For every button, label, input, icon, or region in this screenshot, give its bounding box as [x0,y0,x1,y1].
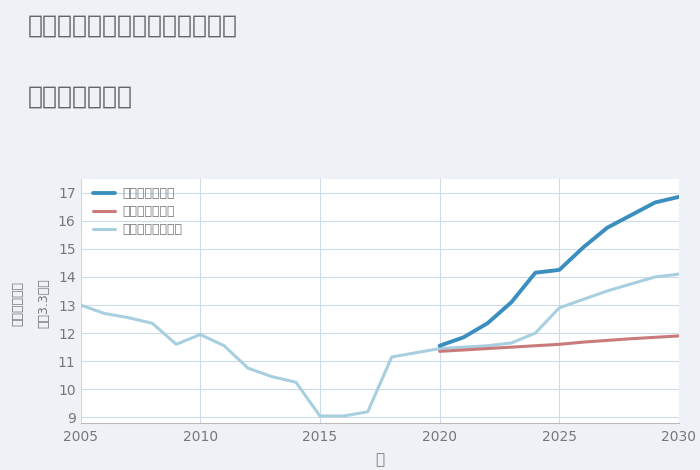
グッドシナリオ [579,244,587,250]
Text: 土地の価格推移: 土地の価格推移 [28,85,133,109]
Text: 単価（万円）: 単価（万円） [11,281,24,326]
グッドシナリオ [483,321,491,326]
ノーマルシナリオ [100,311,108,316]
ノーマルシナリオ [412,350,420,356]
X-axis label: 年: 年 [375,452,384,467]
バッドシナリオ [483,346,491,352]
Line: バッドシナリオ: バッドシナリオ [440,336,679,352]
ノーマルシナリオ [555,305,564,311]
Legend: グッドシナリオ, バッドシナリオ, ノーマルシナリオ: グッドシナリオ, バッドシナリオ, ノーマルシナリオ [92,187,183,236]
ノーマルシナリオ [435,346,444,352]
ノーマルシナリオ [627,281,636,287]
グッドシナリオ [508,299,516,305]
ノーマルシナリオ [340,413,348,419]
グッドシナリオ [459,335,468,340]
グッドシナリオ [555,267,564,273]
バッドシナリオ [627,336,636,342]
Line: ノーマルシナリオ: ノーマルシナリオ [80,274,679,416]
バッドシナリオ [508,345,516,350]
ノーマルシナリオ [603,288,611,294]
バッドシナリオ [531,343,540,349]
Line: グッドシナリオ: グッドシナリオ [440,197,679,346]
ノーマルシナリオ [172,342,181,347]
グッドシナリオ [531,270,540,275]
バッドシナリオ [459,347,468,353]
グッドシナリオ [627,212,636,218]
グッドシナリオ [675,194,683,200]
ノーマルシナリオ [363,409,372,415]
ノーマルシナリオ [483,343,491,349]
ノーマルシナリオ [579,297,587,302]
ノーマルシナリオ [508,340,516,346]
ノーマルシナリオ [651,274,659,280]
バッドシナリオ [675,333,683,339]
バッドシナリオ [555,342,564,347]
グッドシナリオ [651,200,659,205]
Text: 福岡県みやま市高田町黒崎開の: 福岡県みやま市高田町黒崎開の [28,14,238,38]
ノーマルシナリオ [388,354,396,360]
グッドシナリオ [435,343,444,349]
ノーマルシナリオ [148,321,157,326]
ノーマルシナリオ [459,345,468,350]
ノーマルシナリオ [292,379,300,385]
バッドシナリオ [603,337,611,343]
ノーマルシナリオ [675,271,683,277]
グッドシナリオ [603,225,611,231]
バッドシナリオ [579,339,587,345]
ノーマルシナリオ [76,302,85,308]
ノーマルシナリオ [531,330,540,336]
バッドシナリオ [435,349,444,354]
ノーマルシナリオ [124,315,132,321]
ノーマルシナリオ [316,413,324,419]
ノーマルシナリオ [268,374,277,379]
ノーマルシナリオ [220,343,228,349]
バッドシナリオ [651,335,659,340]
Text: 坪（3.3㎡）: 坪（3.3㎡） [37,278,50,328]
ノーマルシナリオ [244,365,252,371]
ノーマルシナリオ [196,332,204,337]
